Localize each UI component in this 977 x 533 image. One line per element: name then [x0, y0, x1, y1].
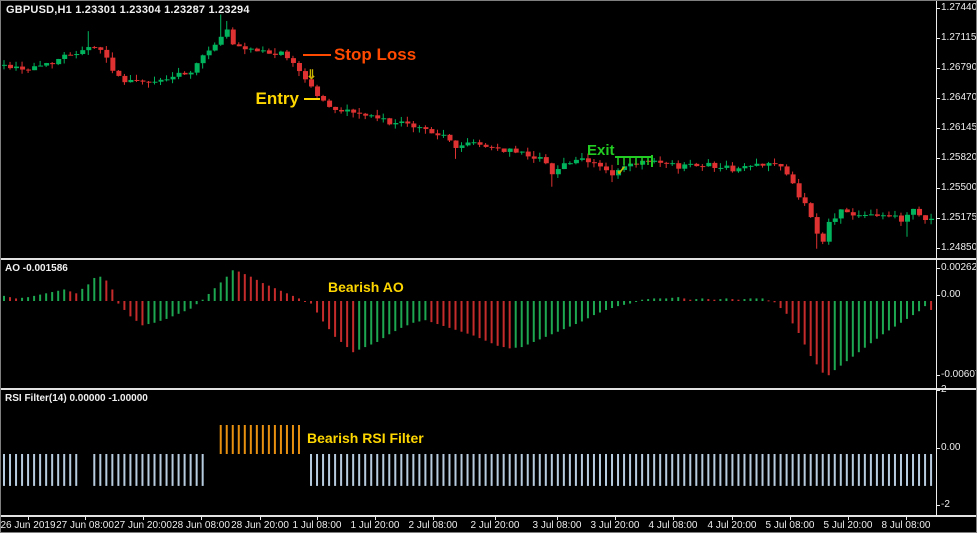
time-label: 28 Jun 08:00 [172, 520, 230, 531]
axis-tick [936, 158, 940, 159]
panel-separator[interactable] [1, 258, 976, 260]
axis-tick [936, 248, 940, 249]
time-tick [615, 517, 616, 520]
time-label: 3 Jul 20:00 [590, 520, 640, 531]
time-tick [85, 517, 86, 520]
axis-tick [936, 268, 940, 269]
time-label: 8 Jul 08:00 [881, 520, 931, 531]
time-tick [790, 517, 791, 520]
axis-label: 0.002622 [941, 262, 977, 273]
axis-label: 0.00 [941, 442, 961, 453]
bearish-ao-label[interactable]: Bearish AO [328, 279, 404, 295]
time-label: 27 Jun 20:00 [114, 520, 172, 531]
time-tick [28, 517, 29, 520]
axis-label: 1.25175 [941, 212, 977, 223]
ao-canvas[interactable] [1, 260, 936, 388]
axis-tick [936, 128, 940, 129]
axis-tick [936, 505, 940, 506]
time-label: 5 Jul 20:00 [823, 520, 873, 531]
axis-tick [936, 295, 940, 296]
time-label: 5 Jul 08:00 [765, 520, 815, 531]
axis-label: -0.006071 [941, 369, 976, 380]
main-chart-panel[interactable]: GBPUSD,H1 1.23301 1.23304 1.23287 1.2329… [1, 1, 976, 258]
time-tick [317, 517, 318, 520]
time-label: 2 Jul 20:00 [470, 520, 520, 531]
entry-label[interactable]: Entry [255, 89, 299, 108]
axis-label: 1.27440 [941, 2, 977, 13]
axis-label: 1.25500 [941, 182, 977, 193]
axis-tick [936, 98, 940, 99]
candlestick-canvas[interactable] [1, 1, 936, 258]
time-label: 27 Jun 08:00 [56, 520, 114, 531]
exit-label[interactable]: Exit [587, 142, 615, 159]
time-tick [848, 517, 849, 520]
time-label: 28 Jun 20:00 [231, 520, 289, 531]
axis-tick [936, 390, 940, 391]
time-axis[interactable]: 26 Jun 2019 27 Jun 08:00 27 Jun 20:00 28 Ju… [0, 517, 976, 532]
axis-label: 1.24850 [941, 242, 977, 253]
time-tick [906, 517, 907, 520]
axis-tick [936, 8, 940, 9]
time-label: 1 Jul 20:00 [350, 520, 400, 531]
time-label: 3 Jul 08:00 [532, 520, 582, 531]
ao-panel[interactable]: AO -0.001586 Bearish AO [1, 260, 976, 388]
time-tick [260, 517, 261, 520]
stop-loss-label[interactable]: Stop Loss [334, 45, 417, 64]
panel-separator[interactable] [1, 388, 976, 390]
rsi-panel-label: RSI Filter(14) 0.00000 -1.00000 [5, 393, 148, 404]
axis-label: 1.26470 [941, 92, 977, 103]
axis-label: 2 [941, 384, 947, 395]
exit-bracket [615, 155, 653, 167]
axis-label: -2 [941, 499, 950, 510]
ao-panel-label: AO -0.001586 [5, 263, 68, 274]
time-tick [433, 517, 434, 520]
time-tick [495, 517, 496, 520]
rsi-panel[interactable]: RSI Filter(14) 0.00000 -1.00000 Bearish … [1, 390, 976, 515]
arrow-down-icon: ⇓ [306, 67, 317, 82]
axis-label: 0.00 [941, 289, 961, 300]
stop-loss-line [303, 54, 331, 56]
time-tick [375, 517, 376, 520]
axis-label: 1.27115 [941, 32, 977, 43]
axis-tick [936, 218, 940, 219]
time-label: 1 Jul 08:00 [292, 520, 342, 531]
checkmark-icon: ✓ [616, 163, 627, 178]
time-label: 4 Jul 08:00 [648, 520, 698, 531]
time-tick [201, 517, 202, 520]
time-tick [673, 517, 674, 520]
time-label: 4 Jul 20:00 [707, 520, 757, 531]
axis-border [936, 1, 937, 517]
axis-tick [936, 448, 940, 449]
time-label: 26 Jun 2019 [0, 520, 56, 531]
bearish-rsi-label[interactable]: Bearish RSI Filter [307, 430, 424, 446]
axis-tick [936, 188, 940, 189]
axis-tick [936, 38, 940, 39]
time-label: 2 Jul 08:00 [408, 520, 458, 531]
time-tick [732, 517, 733, 520]
panel-separator [1, 515, 976, 517]
axis-label: 1.26145 [941, 122, 977, 133]
time-tick [143, 517, 144, 520]
axis-tick [936, 375, 940, 376]
time-tick [557, 517, 558, 520]
axis-tick [936, 68, 940, 69]
axis-label: 1.25820 [941, 152, 977, 163]
axis-label: 1.26790 [941, 62, 977, 73]
entry-line [304, 98, 320, 100]
rsi-canvas[interactable] [1, 390, 936, 515]
symbol-header: GBPUSD,H1 1.23301 1.23304 1.23287 1.2329… [6, 4, 250, 16]
